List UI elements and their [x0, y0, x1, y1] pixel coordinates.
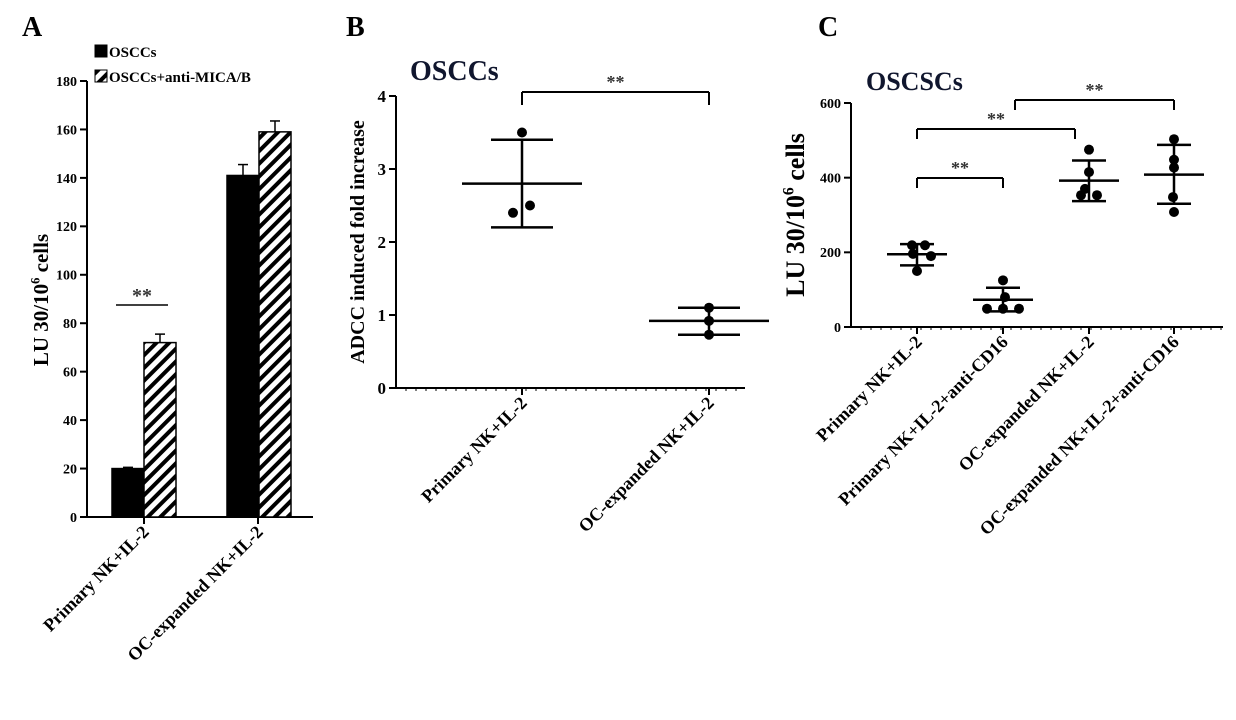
y-tick-label: 1	[378, 306, 387, 325]
y-axis-label-suffix: cells	[29, 234, 53, 278]
y-tick-label: 200	[820, 246, 841, 261]
y-tick-label: 3	[378, 160, 387, 179]
y-axis-label-suffix: cells	[781, 133, 810, 187]
data-point	[1169, 154, 1179, 165]
y-tick-label: 80	[63, 317, 77, 332]
data-point	[982, 303, 992, 314]
data-point	[926, 251, 936, 262]
panel-label-b: B	[346, 12, 365, 43]
bar	[258, 131, 292, 518]
legend-label: OSCCs+anti-MICA/B	[109, 70, 251, 86]
y-tick-label: 20	[63, 462, 77, 477]
data-point	[1084, 144, 1094, 155]
panel-label-a: A	[22, 12, 43, 43]
significance-stars: **	[607, 72, 625, 92]
data-point	[517, 127, 527, 138]
bar	[111, 467, 145, 518]
y-tick-label: 600	[820, 97, 841, 112]
data-point	[1084, 167, 1094, 178]
data-point	[1169, 207, 1179, 218]
data-point	[998, 275, 1008, 286]
x-tick-label: Primary NK+IL-2	[417, 393, 531, 507]
y-tick-label: 160	[56, 123, 77, 138]
y-tick-label: 120	[56, 220, 77, 235]
y-axis-label-text: LU 30/10	[29, 284, 53, 366]
bar	[226, 174, 260, 518]
panel-label-c: C	[818, 12, 838, 43]
data-point	[1169, 134, 1179, 145]
y-tick-label: 60	[63, 366, 77, 381]
y-axis-label: ADCC induced fold increase	[347, 120, 369, 364]
significance-stars: **	[132, 285, 152, 307]
y-axis-label-text: LU 30/10	[781, 195, 810, 297]
panel-b: B OSCCs 0 1 2 3 4 ADCC induced fold increase ** P…	[346, 12, 769, 536]
significance-stars: **	[951, 158, 969, 178]
y-tick-label: 4	[378, 87, 387, 106]
data-point	[1092, 190, 1102, 201]
legend-label: OSCCs	[109, 45, 157, 61]
y-tick-label: 400	[820, 172, 841, 187]
y-tick-label: 0	[378, 379, 387, 398]
y-tick-label: 0	[834, 321, 841, 336]
y-tick-label: 100	[56, 269, 77, 284]
y-tick-label: 180	[56, 75, 77, 90]
data-point	[704, 315, 714, 326]
data-point	[912, 266, 922, 276]
chart-title: OSCCs	[410, 56, 499, 87]
x-tick-label: Primary NK+IL-2	[39, 522, 153, 636]
panel-c: C OSCSCs 0 200 400 600 LU 30/106 cells ** ** ** Pr…	[781, 12, 1223, 539]
data-point	[525, 200, 535, 211]
data-point	[704, 302, 714, 313]
significance-stars: **	[1086, 80, 1104, 100]
data-point	[920, 240, 930, 251]
panel-a: A 0 20 40 60 80 100 120 140 160 180 LU 30/106 cells…	[22, 12, 313, 665]
y-axis-label-superscript: 6	[29, 278, 43, 284]
data-point	[907, 240, 917, 251]
y-tick-label: 2	[378, 233, 387, 252]
y-tick-label: 0	[70, 511, 77, 526]
data-point	[1000, 292, 1010, 303]
bar	[143, 341, 177, 518]
significance-stars: **	[987, 109, 1005, 129]
y-axis-label-superscript: 6	[781, 187, 798, 195]
data-point	[1014, 303, 1024, 314]
y-axis-label: LU 30/106 cells	[29, 234, 53, 366]
x-tick-label: Primary NK+IL-2+anti-CD16	[834, 332, 1011, 509]
y-tick-label: 40	[63, 414, 77, 429]
chart-title: OSCSCs	[866, 67, 963, 96]
y-tick-label: 140	[56, 172, 77, 187]
data-point	[508, 207, 518, 218]
legend-swatch	[94, 69, 108, 83]
data-point	[998, 303, 1008, 314]
data-point	[908, 248, 918, 259]
legend-swatch	[94, 44, 108, 58]
y-axis-label-text: ADCC induced fold increase	[347, 120, 369, 364]
data-point	[1076, 190, 1086, 201]
data-point	[1169, 162, 1179, 173]
x-tick-label: OC-expanded NK+IL-2	[574, 393, 717, 536]
data-point	[704, 329, 714, 340]
y-axis-label: LU 30/106 cells	[781, 133, 810, 297]
data-point	[1168, 192, 1178, 203]
